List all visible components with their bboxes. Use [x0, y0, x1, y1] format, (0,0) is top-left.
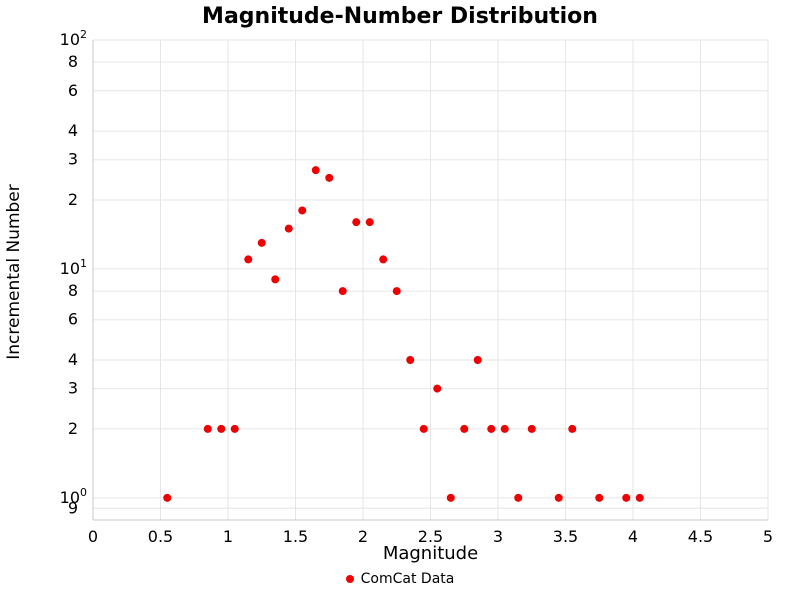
- data-point: [244, 255, 253, 264]
- y-tick-label: 3: [68, 150, 78, 169]
- data-point: [433, 384, 442, 393]
- data-point: [392, 287, 401, 296]
- data-point: [217, 424, 226, 433]
- y-tick-label: 9: [68, 498, 78, 517]
- data-point: [311, 166, 320, 175]
- data-point: [419, 424, 428, 433]
- x-axis-label: Magnitude: [382, 543, 479, 564]
- data-point: [514, 493, 523, 502]
- y-tick-label: 6: [68, 310, 78, 329]
- x-tick-label: 4.5: [688, 527, 713, 546]
- y-tick-label: 2: [68, 419, 78, 438]
- data-point: [203, 424, 212, 433]
- legend-label: ComCat Data: [360, 571, 455, 587]
- data-point: [554, 493, 563, 502]
- data-point: [338, 287, 347, 296]
- data-point: [325, 173, 334, 182]
- y-tick-label: 8: [68, 281, 78, 300]
- data-point: [500, 424, 509, 433]
- data-point: [163, 493, 172, 502]
- y-tick-label: 102: [60, 28, 87, 49]
- data-point: [284, 224, 293, 233]
- y-tick-label: 3: [68, 379, 78, 398]
- x-tick-label: 1.5: [283, 527, 308, 546]
- data-point: [271, 275, 280, 284]
- y-tick-label: 2: [68, 190, 78, 209]
- series-points: [163, 166, 644, 502]
- x-tick-label: 0: [88, 527, 98, 546]
- y-tick-label: 8: [68, 52, 78, 71]
- x-tick-label: 3: [493, 527, 503, 546]
- tick-labels: 0 0.5 1 1.5 2 2.5 3 3.5 4 4.5 51028643210186432100…: [60, 28, 773, 546]
- data-point: [406, 356, 415, 364]
- x-tick-label: 4: [628, 527, 638, 546]
- data-point: [595, 493, 604, 502]
- data-point: [446, 493, 455, 502]
- x-tick-label: 5: [763, 527, 773, 546]
- y-tick-label: 6: [68, 81, 78, 100]
- legend-dot-icon: [345, 575, 354, 583]
- data-point: [352, 218, 361, 227]
- data-point: [527, 424, 536, 433]
- y-tick-label: 101: [60, 257, 87, 278]
- data-point: [230, 424, 239, 433]
- x-tick-label: 1: [223, 527, 233, 546]
- data-point: [487, 424, 496, 433]
- data-point: [257, 238, 266, 247]
- data-point: [460, 424, 469, 433]
- chart-title: Magnitude-Number Distribution: [202, 4, 598, 29]
- gridlines: [92, 39, 769, 520]
- data-point: [622, 493, 631, 502]
- data-point: [568, 424, 577, 433]
- x-tick-label: 3.5: [553, 527, 578, 546]
- x-tick-label: 0.5: [148, 527, 173, 546]
- legend: ComCat Data: [0, 571, 800, 587]
- axes: [92, 40, 768, 521]
- x-tick-label: 2.5: [418, 527, 443, 546]
- data-point: [473, 356, 482, 364]
- x-tick-label: 2: [358, 527, 368, 546]
- data-point: [365, 218, 374, 227]
- y-tick-label: 4: [68, 350, 78, 369]
- y-tick-label: 4: [68, 121, 78, 140]
- data-point: [379, 255, 388, 264]
- data-point: [298, 206, 307, 215]
- data-point: [635, 493, 644, 502]
